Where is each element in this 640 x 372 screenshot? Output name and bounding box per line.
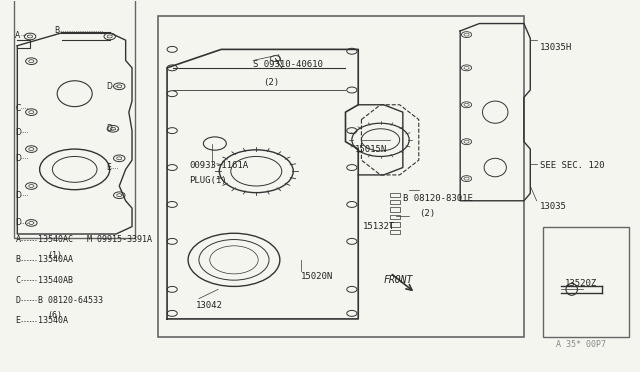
- Text: (2): (2): [419, 209, 435, 218]
- Text: B 08120-64533: B 08120-64533: [38, 296, 103, 305]
- Text: 13042: 13042: [196, 301, 223, 311]
- Text: SEE SEC. 120: SEE SEC. 120: [540, 161, 604, 170]
- Bar: [543, 227, 629, 337]
- Text: E: E: [106, 163, 111, 172]
- Text: D: D: [106, 124, 113, 133]
- Text: 13540AA: 13540AA: [38, 255, 74, 264]
- Text: D: D: [15, 154, 21, 163]
- Bar: [390, 208, 400, 212]
- Text: 13540AB: 13540AB: [38, 276, 74, 285]
- Text: 15020N: 15020N: [301, 272, 333, 281]
- Bar: [14, 0, 135, 238]
- Text: D: D: [106, 82, 113, 91]
- Text: (2): (2): [262, 78, 279, 87]
- Text: 13520Z: 13520Z: [565, 279, 598, 288]
- Text: (6): (6): [47, 311, 62, 320]
- Text: D: D: [15, 218, 21, 227]
- Text: FRONT: FRONT: [384, 275, 413, 285]
- Bar: [390, 215, 400, 219]
- Text: D: D: [15, 296, 20, 305]
- Text: M 09915-3391A: M 09915-3391A: [88, 235, 152, 244]
- Bar: [390, 193, 400, 197]
- Text: A: A: [15, 235, 20, 244]
- Bar: [390, 230, 400, 234]
- Bar: [390, 200, 400, 205]
- Text: B: B: [15, 255, 20, 264]
- Text: 13540A: 13540A: [38, 316, 68, 325]
- Text: D: D: [15, 191, 21, 200]
- Text: 13035: 13035: [540, 202, 566, 211]
- Text: A 35* 00P7: A 35* 00P7: [556, 340, 606, 349]
- Text: E: E: [15, 316, 20, 325]
- Text: (1): (1): [47, 251, 62, 260]
- Text: D: D: [15, 128, 21, 137]
- Bar: [390, 222, 400, 227]
- Text: PLUG(1): PLUG(1): [189, 176, 227, 185]
- Text: 00933-1161A: 00933-1161A: [189, 161, 248, 170]
- Bar: [157, 16, 524, 337]
- Text: C: C: [15, 104, 20, 113]
- Text: 13540AC: 13540AC: [38, 235, 74, 244]
- Text: B 08120-8301E: B 08120-8301E: [403, 195, 473, 203]
- Text: A: A: [15, 31, 20, 40]
- Text: 13035H: 13035H: [540, 43, 572, 52]
- Text: S 09310-40610: S 09310-40610: [253, 60, 323, 69]
- Text: 15015N: 15015N: [355, 145, 387, 154]
- Text: 15132T: 15132T: [364, 222, 396, 231]
- Text: B: B: [54, 26, 60, 35]
- Text: C: C: [15, 276, 20, 285]
